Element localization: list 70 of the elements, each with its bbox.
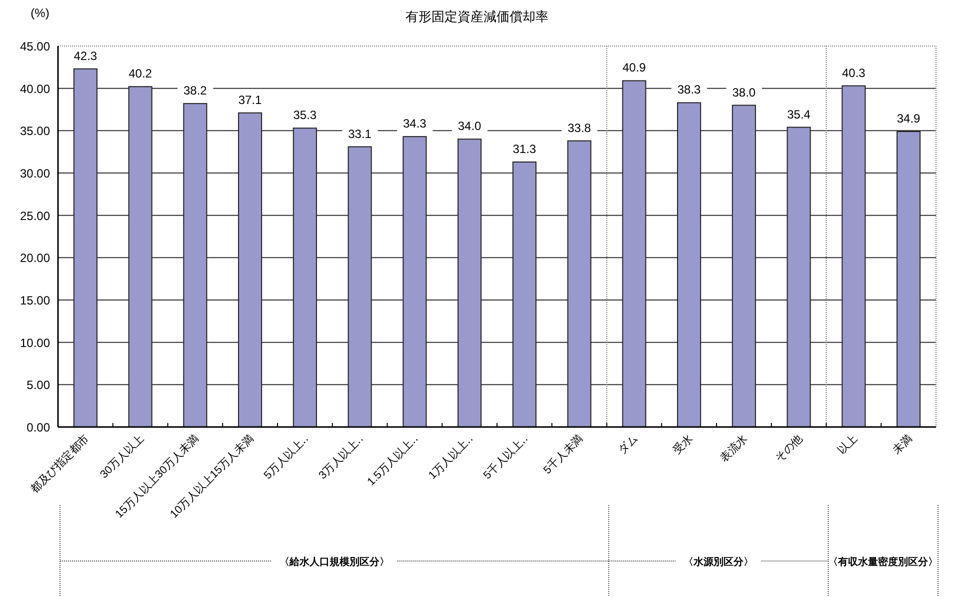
y-tick-label: 40.00 [20,82,50,96]
data-label: 34.0 [458,119,482,134]
bar [183,103,208,428]
y-tick-label: 20.00 [20,251,50,266]
bar [786,126,811,428]
x-tick-label: 5千人未満 [540,432,586,477]
bar [458,138,482,428]
y-tick-label: 25.00 [20,208,50,223]
data-label: 34.9 [896,112,921,126]
x-tick-label: ダム [616,432,640,457]
value-label: 37.1 [232,92,268,108]
value-label: 42.3 [68,48,104,64]
x-tick-label: 1万人以上‥ [426,432,476,482]
value-label: 35.4 [781,106,817,122]
annotation: 〈給水人口規模別区分〉 [279,557,390,568]
bar [896,131,921,428]
bar [238,112,262,428]
data-label: 38.2 [184,84,208,98]
y-tick-label: 15.00 [20,294,50,308]
x-tick-label: 3万人以上‥ [316,432,366,482]
data-label: 37.1 [238,92,262,107]
y-tick-label: 0.00 [26,420,50,434]
y-tick-label: 5.00 [26,378,50,392]
value-label: 40.9 [616,60,652,76]
data-label: 40.3 [842,66,866,80]
bar [292,128,317,428]
bar [73,68,98,428]
x-tick-label: 5万人以上‥ [261,432,312,482]
data-label: 33.8 [568,120,592,135]
x-tick-label: 30万人以上 [97,432,146,481]
y-tick-label: 30.00 [20,166,50,180]
y-tick-label: 10.00 [20,336,50,350]
x-tick-label: 5千人以上‥ [480,432,531,482]
data-label: 35.4 [787,107,811,122]
x-tick-label: 都及び指定都市 [28,432,92,496]
bar [732,104,756,428]
x-tick-label: 1.5万人以上‥ [364,432,421,488]
annotation: 〈水源別区分〉 [684,557,754,568]
data-label: 42.3 [74,48,98,63]
data-label: 38.0 [732,85,756,100]
value-label: 31.3 [506,141,542,157]
y-tick-label: 35.00 [20,124,50,138]
chart-title: 有形固定資産減価償却率 [406,9,548,24]
bar [622,80,646,428]
value-label: 40.2 [122,66,158,82]
data-label: 31.3 [512,142,536,156]
value-label: 34.9 [890,110,927,127]
x-tick-label: 表流水 [718,432,750,464]
x-tick-label: 未満 [890,432,915,457]
bar [348,146,372,428]
bar [402,136,427,428]
bar [512,161,536,428]
data-label: 40.2 [128,66,152,81]
data-label: 40.9 [622,60,646,75]
value-label: 35.3 [287,107,323,124]
y-axis-title: (%) [30,6,50,20]
x-tick-label: 以上 [835,432,860,457]
bar [128,86,152,428]
y-tick-label: 45.00 [20,40,50,54]
bar [567,140,592,428]
x-tick-label: 受水 [670,432,696,457]
value-label: 40.3 [836,64,872,81]
x-tick-label: その他 [773,432,805,464]
data-label: 33.1 [348,126,372,141]
data-label: 38.3 [677,82,702,97]
bar [677,102,702,428]
data-label: 34.3 [403,116,427,131]
bar [842,85,866,428]
data-label: 35.3 [293,108,317,122]
annotation: 〈有収水量密度別区分〉 [828,557,938,568]
